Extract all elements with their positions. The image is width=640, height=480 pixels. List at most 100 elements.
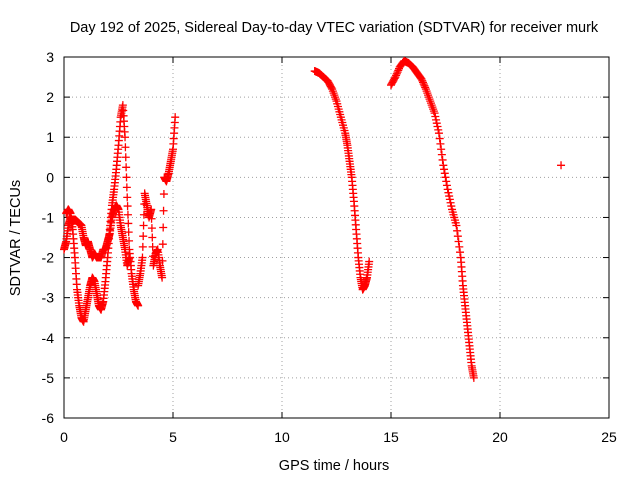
data-point-interp [455,242,464,251]
data-point-interp [121,153,130,162]
series-segment-2 [62,101,143,326]
data-point-interp [122,163,131,172]
data-point-interp [424,93,433,102]
plot-frame [63,56,610,419]
data-point-interp [421,83,430,92]
data-point-interp [125,236,134,245]
data-point [430,109,439,118]
x-tick-label: 20 [492,429,508,445]
data-point [123,193,132,202]
x-tick-label: 15 [383,429,399,445]
data-point-interp [429,105,438,114]
data-point-interp [394,66,403,75]
data-point-interp [329,89,338,98]
data-point-interp [453,232,462,241]
y-axis-label: SDTVAR / TECUs [8,180,24,296]
data-point [391,73,400,82]
y-tick-label: -4 [42,330,55,346]
data-point-interp [418,78,427,87]
data-point-interp [442,181,451,190]
data-point-interp [445,192,454,201]
data-point-interp [432,119,441,128]
data-point-interp [122,173,131,182]
data-point [121,133,130,142]
series-segment-4 [310,67,374,294]
data-point-interp [123,202,132,211]
data-point-interp [426,99,435,108]
data-point-interp [440,165,449,174]
data-point [171,113,180,122]
data-point [443,185,452,194]
data-point-interp [139,232,148,241]
data-point-interp [159,190,168,199]
data-points [60,57,566,382]
data-point-interp [123,210,132,219]
data-point-interp [148,242,157,251]
data-point-interp [327,83,336,92]
data-point-interp [447,202,456,211]
data-point [452,221,461,230]
data-point-interp [159,223,168,232]
data-point-interp [456,248,465,257]
series-segment-6 [557,161,566,170]
data-point-interp [393,68,402,77]
data-point-interp [331,93,340,102]
data-point-interp [446,198,455,207]
data-point [469,373,478,382]
data-point-interp [392,71,401,80]
data-point [439,161,448,170]
data-point-interp [436,139,445,148]
data-point-interp [437,145,446,154]
data-point-interp [330,91,339,100]
data-point-interp [431,112,440,121]
data-point-interp [424,91,433,100]
data-point [365,257,374,266]
series-segment-5 [387,57,478,382]
data-point-interp [328,87,337,96]
data-point-interp [147,224,156,233]
x-axis-label: GPS time / hours [279,458,389,474]
grid [64,57,609,418]
data-point-interp [121,143,130,152]
data-point-interp [423,89,432,98]
y-tick-label: -1 [42,209,55,225]
chart-title: Day 192 of 2025, Sidereal Day-to-day VTE… [70,20,599,36]
data-point-interp [427,101,436,110]
y-tick-label: 0 [46,169,54,185]
data-point-interp [158,240,167,249]
data-point-interp [433,122,442,131]
data-point-interp [392,69,401,78]
data-point-interp [425,95,434,104]
axis-ticks: 0 5 10 15 20 25 -6 -5 -4 -3 -2 -1 0 1 2 3 [42,49,617,445]
series-segment-1 [60,201,134,270]
y-tick-label: -2 [42,250,55,266]
data-point-interp [440,169,449,178]
data-point-interp [147,214,156,223]
data-point-interp [441,173,450,182]
y-tick-label: -6 [42,410,55,426]
x-tick-label: 0 [60,429,68,445]
y-tick-label: -5 [42,370,55,386]
data-point-interp [432,115,441,124]
y-tick-label: 3 [46,49,54,65]
data-point-interp [422,87,431,96]
data-point-interp [442,177,451,186]
data-point-interp [434,125,443,134]
data-point-interp [159,206,168,215]
data-point-interp [124,228,133,237]
data-point-interp [453,226,462,235]
data-point [426,97,435,106]
y-tick-label: -3 [42,290,55,306]
data-point [134,301,143,310]
x-tick-label: 10 [274,429,290,445]
data-point-interp [429,107,438,116]
x-tick-label: 5 [169,429,177,445]
data-point-interp [419,80,428,89]
data-point-interp [138,242,147,251]
data-point-interp [435,134,444,143]
data-point [328,85,337,94]
data-point-interp [437,150,446,159]
series-segment-3 [134,113,180,290]
data-point-interp [418,76,427,85]
